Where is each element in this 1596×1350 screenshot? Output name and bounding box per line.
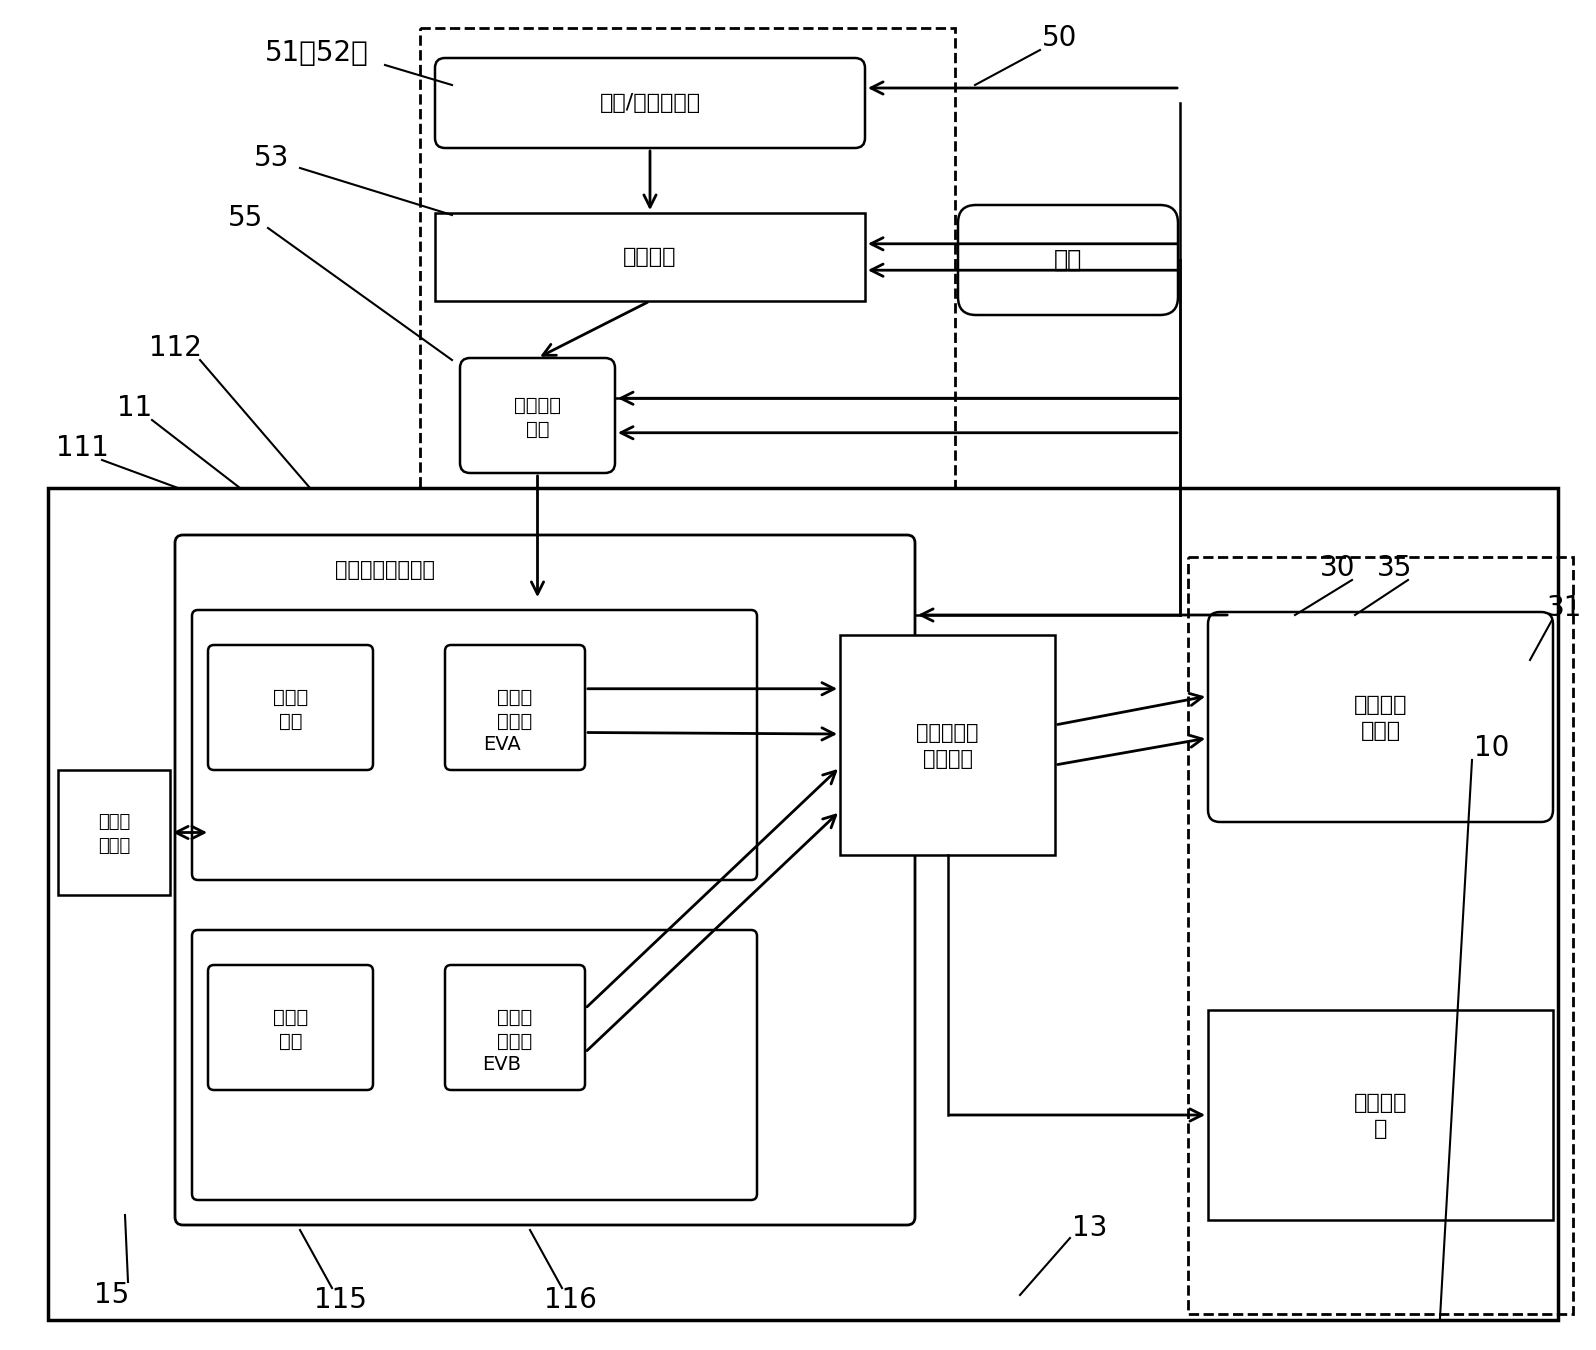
Text: 调理电路: 调理电路 <box>624 247 677 267</box>
Text: 三相周波: 三相周波 <box>1353 695 1408 716</box>
Bar <box>1187 558 1574 1314</box>
Text: 较单元: 较单元 <box>498 711 533 730</box>
Bar <box>1208 1010 1553 1220</box>
FancyBboxPatch shape <box>445 965 586 1089</box>
Text: 30: 30 <box>1320 554 1355 582</box>
Text: 115: 115 <box>313 1287 367 1314</box>
Text: 出电路: 出电路 <box>97 837 131 855</box>
Bar <box>420 28 954 487</box>
Bar <box>839 634 1055 855</box>
Bar <box>57 769 171 895</box>
Text: 数字信号处理芝片: 数字信号处理芝片 <box>335 560 436 580</box>
Text: EVA: EVA <box>484 736 520 755</box>
Text: EVB: EVB <box>482 1056 522 1075</box>
Text: 53: 53 <box>254 144 290 171</box>
Text: 模数转换: 模数转换 <box>514 396 562 414</box>
Text: 55: 55 <box>227 204 263 232</box>
Text: 第二比: 第二比 <box>498 1008 533 1027</box>
Text: 116: 116 <box>544 1287 597 1314</box>
Text: 芝片: 芝片 <box>525 420 549 439</box>
Text: 变换器: 变换器 <box>1360 721 1401 741</box>
Text: 15: 15 <box>94 1281 129 1310</box>
Text: 较单元: 较单元 <box>498 1031 533 1052</box>
Text: 电源: 电源 <box>1053 248 1082 271</box>
FancyBboxPatch shape <box>445 645 586 769</box>
FancyBboxPatch shape <box>1208 612 1553 822</box>
Text: 推括变换: 推括变换 <box>1353 1094 1408 1112</box>
Text: 输入输: 输入输 <box>97 814 131 832</box>
Text: 电压/电流传感器: 电压/电流传感器 <box>600 93 701 113</box>
Text: 13: 13 <box>1073 1214 1108 1242</box>
Bar <box>48 487 1558 1320</box>
Text: 第二定: 第二定 <box>273 1008 308 1027</box>
FancyBboxPatch shape <box>436 58 865 148</box>
Text: 时器: 时器 <box>279 711 302 730</box>
Text: 时器: 时器 <box>279 1031 302 1052</box>
Text: 112: 112 <box>148 333 201 362</box>
FancyBboxPatch shape <box>460 358 614 472</box>
Text: 第一比: 第一比 <box>498 688 533 707</box>
Text: 50: 50 <box>1042 24 1077 53</box>
Text: 111: 111 <box>56 433 109 462</box>
Text: 35: 35 <box>1377 554 1412 582</box>
FancyBboxPatch shape <box>958 205 1178 315</box>
Text: 11: 11 <box>118 394 153 423</box>
Text: 10: 10 <box>1475 734 1510 761</box>
Text: 器: 器 <box>1374 1119 1387 1139</box>
Text: 第一定: 第一定 <box>273 688 308 707</box>
Text: 31: 31 <box>1547 594 1583 622</box>
FancyBboxPatch shape <box>207 965 373 1089</box>
FancyBboxPatch shape <box>207 645 373 769</box>
Bar <box>436 213 865 301</box>
Text: 逻辑器件: 逻辑器件 <box>922 749 972 770</box>
Text: 51（52）: 51（52） <box>265 39 369 68</box>
Text: 复杂可编程: 复杂可编程 <box>916 724 978 742</box>
